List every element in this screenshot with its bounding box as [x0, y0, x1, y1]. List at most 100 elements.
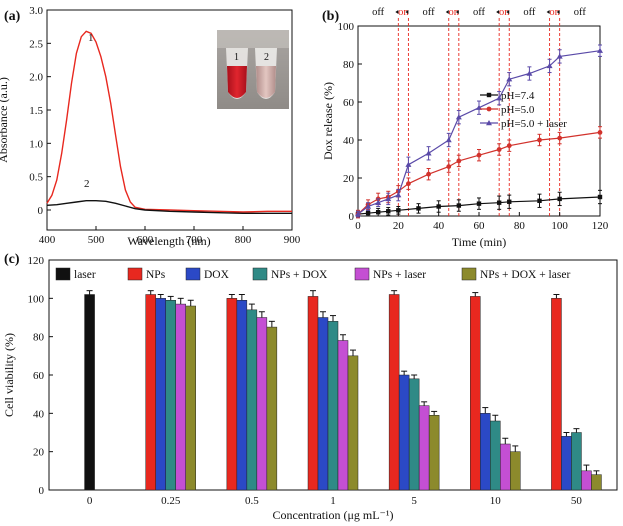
chart-c-ytick-label: 0 — [39, 485, 45, 497]
chart-b-legend-marker — [486, 120, 492, 126]
chart-c-bar — [266, 326, 278, 491]
chart-b-point — [455, 114, 462, 120]
chart-c-bar — [256, 317, 268, 491]
chart-b-point — [365, 203, 372, 209]
chart-b-legend-label: pH=7.4 — [501, 90, 535, 102]
chart-c-xtick-label: 1 — [330, 495, 336, 507]
chart-b-point — [406, 181, 411, 187]
panel-label-b: (b) — [322, 9, 339, 24]
chart-a-xtick-label: 700 — [186, 234, 203, 246]
chart-a: 400 500 600 700 800 900 0 0.5 1.0 1.5 2.0 2.5 3.0 Ab… — [0, 5, 301, 248]
chart-c-bar — [398, 374, 410, 491]
chart-c-bar — [480, 413, 491, 491]
tube-2-label: 2 — [264, 52, 269, 63]
chart-c-xtick-label: 0.5 — [245, 495, 259, 507]
chart-b-point — [597, 47, 603, 53]
chart-c-bar — [246, 309, 258, 491]
chart-b-onoff-arrow-icon — [496, 10, 500, 14]
chart-a-annotation-1: 1 — [88, 32, 94, 44]
chart-a-ytick-label: 0 — [38, 205, 44, 217]
chart-c-bar — [307, 296, 319, 491]
chart-b-point — [496, 95, 503, 101]
chart-b-ytick-label: 40 — [343, 135, 355, 147]
chart-c-bar — [347, 355, 359, 491]
chart-c-bar — [337, 340, 349, 491]
chart-b-xtick-label: 0 — [355, 220, 361, 232]
chart-c-legend-swatch — [354, 267, 370, 281]
chart-b-legend-label: pH=5.0 — [501, 104, 535, 116]
chart-c-bar — [418, 405, 430, 491]
chart-b-point — [426, 171, 431, 177]
chart-c-legend-label: NPs + DOX — [271, 269, 328, 281]
chart-b-point — [476, 152, 482, 158]
chart-b-ytick-label: 20 — [343, 173, 355, 185]
chart-c-bar — [317, 317, 329, 491]
chart-c-ytick-label: 80 — [33, 332, 45, 344]
chart-c-ytick-label: 120 — [28, 255, 45, 267]
chart-b-ytick-label: 60 — [343, 97, 355, 109]
chart-b-xtick-label: 20 — [393, 220, 405, 232]
chart-a-xlabel: Wavelength (nm) — [127, 234, 210, 248]
chart-c-bar — [185, 305, 196, 491]
chart-b-point — [405, 161, 412, 167]
chart-b-point — [537, 137, 542, 143]
chart-c-ylabel: Cell viability (%) — [2, 333, 16, 417]
chart-b-xtick-label: 60 — [474, 220, 486, 232]
chart-c-bar — [155, 298, 166, 491]
chart-b-onoff-arrow-icon — [546, 10, 550, 14]
chart-b-point — [446, 164, 452, 170]
chart-b-point — [386, 209, 391, 214]
chart-b-point — [537, 198, 542, 203]
chart-c-ytick-label: 100 — [28, 293, 45, 305]
chart-b-xtick-label: 120 — [592, 220, 609, 232]
chart-b-ytick-label: 100 — [338, 21, 355, 33]
chart-a-ytick-label: 1.5 — [29, 105, 43, 117]
chart-c-bar — [591, 474, 602, 491]
chart-c-legend-swatch — [461, 267, 477, 281]
chart-c-xtick-label: 5 — [411, 495, 417, 507]
chart-a-xtick-label: 400 — [39, 234, 56, 246]
chart-b-point — [597, 130, 603, 135]
chart-a-series-line-2 — [46, 199, 292, 215]
chart-b-onoff-label: off — [523, 7, 536, 18]
chart-b-point — [445, 137, 452, 143]
chart-c-xtick-label: 0 — [87, 495, 93, 507]
chart-c-bar — [571, 432, 582, 491]
chart-c-legend-label: DOX — [204, 269, 230, 281]
chart-b-point — [546, 62, 553, 69]
chart-b-series-line-3 — [357, 50, 601, 215]
chart-b-onoff-label: on — [549, 7, 560, 18]
chart-b-point — [557, 135, 563, 141]
chart-b-point — [375, 199, 382, 205]
chart-b-point — [526, 70, 533, 76]
chart-b-xlabel: Time (min) — [452, 235, 507, 249]
chart-b-point — [507, 199, 512, 204]
chart-b-point — [557, 196, 562, 202]
chart-b-point — [385, 195, 392, 202]
chart-a-frame — [46, 9, 293, 231]
chart-c-bar — [408, 378, 420, 491]
chart-b-legend-marker — [486, 92, 492, 98]
chart-a-series-line-1 — [46, 30, 292, 213]
panel-label-c: (c) — [4, 252, 20, 267]
chart-c-bar — [236, 300, 248, 491]
chart-c-xtick-label: 50 — [571, 495, 583, 507]
chart-a-ytick-label: 0.5 — [29, 172, 43, 184]
chart-b-onoff-arrow-icon — [556, 10, 560, 14]
chart-a-ytick-label: 2.0 — [29, 72, 43, 84]
chart-b-legend-label: pH=5.0 + laser — [501, 118, 567, 130]
chart-b-onoff-arrow-icon — [445, 10, 449, 14]
chart-b-point — [597, 194, 603, 200]
chart-b-point — [395, 192, 402, 198]
chart-c-bar — [165, 300, 176, 491]
chart-c-legend-swatch — [127, 267, 143, 281]
chart-b-point — [396, 208, 401, 213]
chart-c-bar — [84, 294, 95, 491]
chart-c-bar — [551, 298, 562, 491]
chart-c-bar — [388, 294, 400, 491]
chart-b-point — [496, 147, 502, 152]
chart-b-point — [355, 211, 361, 217]
chart-a-xtick-label: 800 — [235, 234, 252, 246]
chart-b-legend-marker — [486, 106, 492, 112]
chart-b-point — [506, 76, 513, 82]
